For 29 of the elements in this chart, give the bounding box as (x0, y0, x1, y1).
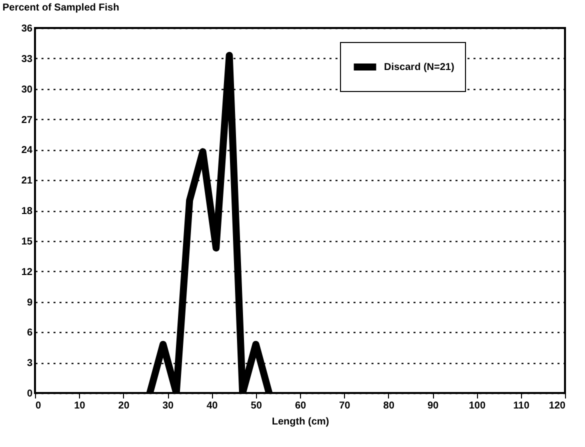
x-tick-label: 50 (250, 400, 262, 412)
y-tick-label: 18 (21, 206, 33, 217)
x-tick-label: 70 (339, 400, 351, 412)
x-axis-title: Length (cm) (272, 416, 330, 428)
y-tick-label: 15 (21, 236, 33, 248)
y-axis-title: Percent of Sampled Fish (2, 2, 120, 14)
y-tick-label: 24 (21, 145, 33, 156)
x-tick-label: 0 (36, 400, 42, 412)
x-tick-label: 40 (206, 400, 218, 412)
x-tick-label: 90 (427, 400, 439, 412)
x-tick-label: 30 (162, 400, 174, 412)
y-tick-label: 27 (21, 114, 33, 126)
y-tick-label: 30 (21, 84, 33, 96)
y-tick-label: 33 (21, 54, 33, 65)
x-tick-label: 110 (513, 400, 530, 412)
y-tick-label: 3 (26, 358, 33, 370)
x-tick-label: 10 (74, 400, 86, 412)
x-tick-label: 100 (468, 400, 486, 412)
x-tick-label: 120 (548, 400, 566, 412)
y-tick-label: 9 (26, 297, 33, 308)
y-tick-label: 0 (26, 388, 33, 400)
y-tick-label: 36 (21, 24, 33, 34)
legend-label: Discard (N=21) (384, 62, 454, 73)
x-tick-label: 60 (294, 400, 306, 412)
y-tick-label: 21 (21, 176, 33, 187)
x-tick-label: 20 (118, 400, 130, 412)
y-tick-label: 12 (21, 266, 33, 278)
x-tick-label: 80 (383, 400, 395, 412)
y-tick-label: 6 (26, 328, 33, 339)
